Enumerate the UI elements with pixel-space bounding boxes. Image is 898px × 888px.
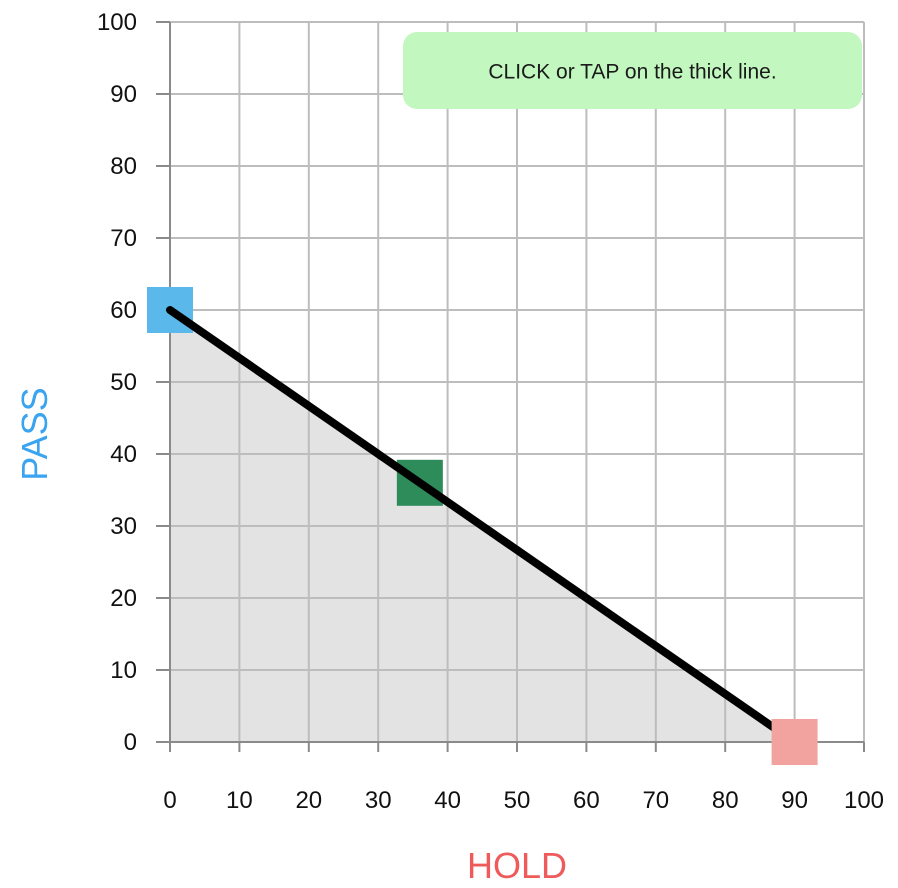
- x-tick-label: 90: [781, 787, 808, 814]
- y-tick-label: 70: [110, 225, 137, 252]
- y-tick-label: 60: [110, 297, 137, 324]
- x-tick-label: 10: [226, 787, 253, 814]
- x-tick-label: 40: [434, 787, 461, 814]
- y-tick-label: 20: [110, 585, 137, 612]
- y-axis-title: PASS: [14, 387, 55, 480]
- y-tick-label: 10: [110, 657, 137, 684]
- x-tick-label: 80: [712, 787, 739, 814]
- x-tick-label: 30: [365, 787, 392, 814]
- budget-line[interactable]: [166, 306, 799, 746]
- y-tick-label: 80: [110, 153, 137, 180]
- hint-box: [403, 32, 862, 109]
- y-tick-label: 40: [110, 441, 137, 468]
- x-tick-label: 60: [573, 787, 600, 814]
- x-axis-title: HOLD: [467, 845, 567, 886]
- x-tick-label: 70: [642, 787, 669, 814]
- y-tick-label: 50: [110, 369, 137, 396]
- hold-marker: [771, 719, 818, 765]
- y-tick-label: 90: [110, 81, 137, 108]
- y-tick-label: 30: [110, 513, 137, 540]
- hint-text: CLICK or TAP on the thick line.: [488, 61, 776, 84]
- y-tick-label: 100: [97, 9, 137, 36]
- y-tick-label: 0: [124, 729, 137, 756]
- x-tick-label: 0: [163, 787, 176, 814]
- x-tick-label: 20: [295, 787, 322, 814]
- x-tick-label: 100: [844, 787, 884, 814]
- x-tick-label: 50: [504, 787, 531, 814]
